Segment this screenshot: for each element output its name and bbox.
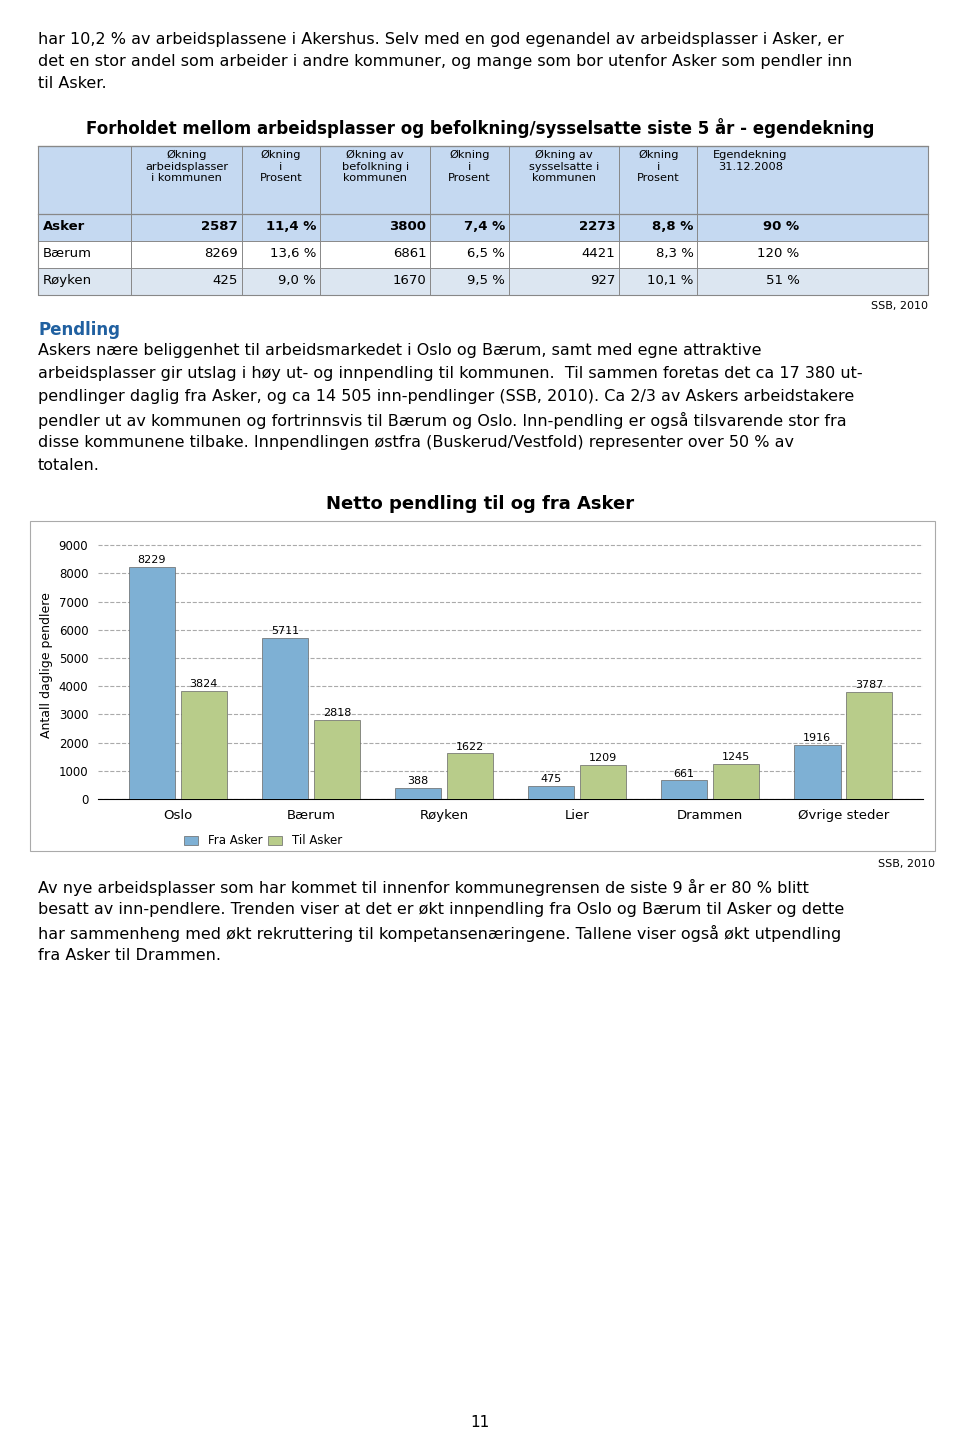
- Text: Økning
i
Prosent: Økning i Prosent: [636, 151, 680, 184]
- Text: pendlinger daglig fra Asker, og ca 14 505 inn-pendlinger (SSB, 2010). Ca 2/3 av : pendlinger daglig fra Asker, og ca 14 50…: [38, 390, 854, 404]
- Bar: [38, 268, 928, 295]
- Bar: [395, 788, 442, 799]
- Text: 7,4 %: 7,4 %: [464, 220, 505, 233]
- Text: Økning
i
Prosent: Økning i Prosent: [448, 151, 491, 184]
- Bar: [712, 765, 759, 799]
- Text: 2273: 2273: [579, 220, 615, 233]
- Text: 3787: 3787: [855, 681, 883, 691]
- Bar: [129, 566, 175, 799]
- Text: Askers nære beliggenhet til arbeidsmarkedet i Oslo og Bærum, samt med egne attra: Askers nære beliggenhet til arbeidsmarke…: [38, 343, 761, 358]
- Text: 661: 661: [674, 769, 695, 779]
- Text: arbeidsplasser gir utslag i høy ut- og innpendling til kommunen.  Til sammen for: arbeidsplasser gir utslag i høy ut- og i…: [38, 366, 863, 381]
- Text: 927: 927: [589, 274, 615, 287]
- Text: SSB, 2010: SSB, 2010: [878, 859, 935, 869]
- Text: 3800: 3800: [390, 220, 426, 233]
- Y-axis label: Antall daglige pendlere: Antall daglige pendlere: [40, 592, 53, 738]
- Bar: [528, 786, 574, 799]
- Bar: [30, 521, 935, 851]
- Text: 9,5 %: 9,5 %: [467, 274, 505, 287]
- Text: 8,8 %: 8,8 %: [652, 220, 693, 233]
- Text: 6,5 %: 6,5 %: [467, 248, 505, 261]
- Bar: [38, 146, 928, 214]
- Text: Forholdet mellom arbeidsplasser og befolkning/sysselsatte siste 5 år - egendekni: Forholdet mellom arbeidsplasser og befol…: [85, 117, 875, 138]
- Bar: [314, 720, 360, 799]
- Text: 4421: 4421: [582, 248, 615, 261]
- Text: 3824: 3824: [189, 679, 218, 689]
- Bar: [38, 146, 928, 295]
- Bar: [794, 744, 841, 799]
- Legend: Fra Asker, Til Asker: Fra Asker, Til Asker: [180, 830, 347, 851]
- Bar: [262, 639, 308, 799]
- Text: har 10,2 % av arbeidsplassene i Akershus. Selv med en god egenandel av arbeidspl: har 10,2 % av arbeidsplassene i Akershus…: [38, 32, 844, 46]
- Bar: [846, 692, 893, 799]
- Bar: [660, 780, 708, 799]
- Text: 425: 425: [212, 274, 238, 287]
- Bar: [38, 214, 928, 240]
- Text: fra Asker til Drammen.: fra Asker til Drammen.: [38, 948, 221, 963]
- Bar: [180, 691, 228, 799]
- Text: pendler ut av kommunen og fortrinnsvis til Bærum og Oslo. Inn-pendling er også t: pendler ut av kommunen og fortrinnsvis t…: [38, 413, 847, 429]
- Text: 1916: 1916: [804, 733, 831, 743]
- Text: 2587: 2587: [202, 220, 238, 233]
- Text: Økning av
sysselsatte i
kommunen: Økning av sysselsatte i kommunen: [529, 151, 599, 184]
- Text: 1245: 1245: [722, 752, 750, 762]
- Text: 8,3 %: 8,3 %: [656, 248, 693, 261]
- Text: 11: 11: [470, 1415, 490, 1431]
- Text: har sammenheng med økt rekruttering til kompetansenæringene. Tallene viser også : har sammenheng med økt rekruttering til …: [38, 925, 841, 943]
- Text: SSB, 2010: SSB, 2010: [871, 301, 928, 311]
- Text: Økning
i
Prosent: Økning i Prosent: [259, 151, 302, 184]
- Text: det en stor andel som arbeider i andre kommuner, og mange som bor utenfor Asker : det en stor andel som arbeider i andre k…: [38, 54, 852, 70]
- Text: 120 %: 120 %: [757, 248, 800, 261]
- Bar: [446, 753, 493, 799]
- Text: Av nye arbeidsplasser som har kommet til innenfor kommunegrensen de siste 9 år e: Av nye arbeidsplasser som har kommet til…: [38, 879, 809, 896]
- Text: 8229: 8229: [137, 555, 166, 565]
- Text: besatt av inn-pendlere. Trenden viser at det er økt innpendling fra Oslo og Bæru: besatt av inn-pendlere. Trenden viser at…: [38, 902, 844, 917]
- Text: 388: 388: [407, 776, 429, 786]
- Text: 9,0 %: 9,0 %: [278, 274, 316, 287]
- Text: 11,4 %: 11,4 %: [266, 220, 316, 233]
- Text: Egendekning
31.12.2008: Egendekning 31.12.2008: [713, 151, 788, 172]
- Text: 475: 475: [540, 773, 562, 783]
- Bar: [580, 765, 626, 799]
- Text: Økning
arbeidsplasser
i kommunen: Økning arbeidsplasser i kommunen: [145, 151, 228, 184]
- Text: totalen.: totalen.: [38, 458, 100, 473]
- Bar: [38, 240, 928, 268]
- Text: 2818: 2818: [323, 708, 351, 718]
- Text: 51 %: 51 %: [765, 274, 800, 287]
- Text: Økning av
befolkning i
kommunen: Økning av befolkning i kommunen: [342, 151, 409, 184]
- Text: 13,6 %: 13,6 %: [270, 248, 316, 261]
- Text: Røyken: Røyken: [43, 274, 92, 287]
- Text: til Asker.: til Asker.: [38, 75, 107, 91]
- Text: 10,1 %: 10,1 %: [647, 274, 693, 287]
- Text: 1209: 1209: [588, 753, 617, 763]
- Text: 8269: 8269: [204, 248, 238, 261]
- Text: disse kommunene tilbake. Innpendlingen østfra (Buskerud/Vestfold) representer ov: disse kommunene tilbake. Innpendlingen ø…: [38, 434, 794, 450]
- Text: Pendling: Pendling: [38, 321, 120, 339]
- Text: 1622: 1622: [456, 741, 484, 752]
- Text: Netto pendling til og fra Asker: Netto pendling til og fra Asker: [326, 495, 634, 513]
- Text: 90 %: 90 %: [763, 220, 800, 233]
- Text: Asker: Asker: [43, 220, 85, 233]
- Text: Bærum: Bærum: [43, 248, 92, 261]
- Text: 6861: 6861: [393, 248, 426, 261]
- Text: 1670: 1670: [393, 274, 426, 287]
- Text: 5711: 5711: [271, 626, 299, 636]
